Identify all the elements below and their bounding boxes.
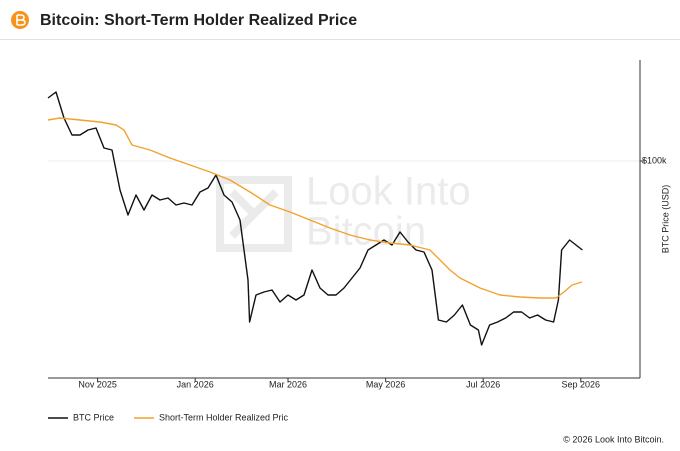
- x-tick-label: Nov 2025: [78, 379, 117, 389]
- watermark-logo: [216, 176, 292, 252]
- footer: © 2026 Look Into Bitcoin.: [563, 434, 664, 444]
- legend-label: Short-Term Holder Realized Pric: [159, 412, 289, 422]
- y-tick-label: $100k: [642, 155, 667, 165]
- watermark-text: Bitcoin: [306, 210, 426, 254]
- x-tick-label: Sep 2026: [562, 379, 601, 389]
- x-tick-label: Jan 2026: [177, 379, 214, 389]
- series-line: [47, 91, 583, 346]
- chart-title: Bitcoin: Short-Term Holder Realized Pric…: [40, 12, 357, 29]
- y-axis-label: BTC Price (USD): [660, 185, 670, 254]
- watermark-text: Look Into: [306, 170, 471, 214]
- bitcoin-icon-glyph: [16, 14, 26, 26]
- x-tick-label: Mar 2026: [269, 379, 307, 389]
- legend-label: BTC Price: [73, 412, 114, 422]
- x-tick-label: May 2026: [366, 379, 406, 389]
- watermark-logo-mark: [229, 189, 279, 239]
- series-line: [47, 117, 583, 299]
- watermark: Look Into Bitcoin: [216, 170, 471, 254]
- x-tick-label: Jul 2026: [466, 379, 500, 389]
